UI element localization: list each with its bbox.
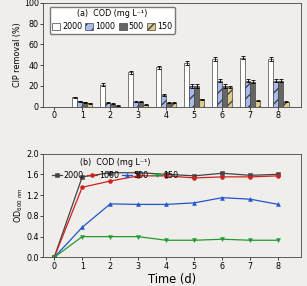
Bar: [255, 100, 261, 107]
500: [136, 203, 140, 206]
150: [80, 235, 84, 238]
2000: [277, 172, 280, 176]
1000: [220, 175, 224, 178]
500: [52, 256, 56, 259]
1000: [192, 176, 196, 180]
Bar: [184, 63, 189, 107]
500: [220, 196, 224, 199]
500: [80, 226, 84, 229]
Legend: 2000, 1000, 500, 150: 2000, 1000, 500, 150: [50, 156, 181, 182]
1000: [249, 175, 252, 178]
Bar: [133, 102, 138, 107]
1000: [165, 174, 168, 178]
Bar: [72, 98, 77, 107]
500: [192, 201, 196, 204]
Bar: [110, 104, 115, 107]
Bar: [189, 86, 194, 107]
Bar: [87, 103, 92, 107]
500: [249, 198, 252, 201]
150: [220, 237, 224, 241]
Y-axis label: OD$_{600\ nm}$: OD$_{600\ nm}$: [12, 188, 25, 223]
Bar: [194, 86, 199, 107]
Bar: [199, 100, 204, 107]
Bar: [217, 81, 222, 107]
Bar: [227, 87, 232, 107]
Line: 1000: 1000: [52, 174, 280, 259]
Bar: [128, 72, 133, 107]
2000: [249, 174, 252, 177]
2000: [165, 172, 168, 176]
Bar: [166, 103, 171, 107]
Y-axis label: CIP removal (%): CIP removal (%): [14, 22, 22, 87]
150: [108, 235, 112, 238]
Bar: [105, 103, 110, 107]
X-axis label: Time (d): Time (d): [148, 273, 196, 286]
1000: [277, 174, 280, 178]
Bar: [156, 67, 161, 107]
150: [192, 239, 196, 242]
150: [249, 239, 252, 242]
2000: [220, 172, 224, 175]
2000: [192, 174, 196, 178]
150: [165, 239, 168, 242]
Bar: [171, 103, 177, 107]
Bar: [240, 58, 245, 107]
2000: [136, 171, 140, 174]
500: [165, 203, 168, 206]
Bar: [161, 95, 166, 107]
Bar: [222, 86, 227, 107]
Line: 500: 500: [52, 196, 280, 259]
1000: [80, 186, 84, 189]
Bar: [115, 106, 120, 107]
150: [52, 256, 56, 259]
Bar: [212, 59, 217, 107]
Bar: [268, 59, 274, 107]
Bar: [100, 85, 105, 107]
500: [108, 202, 112, 206]
1000: [52, 256, 56, 259]
1000: [136, 174, 140, 178]
Bar: [138, 102, 143, 107]
Bar: [143, 105, 148, 107]
2000: [80, 175, 84, 178]
Bar: [274, 81, 278, 107]
Bar: [283, 102, 289, 107]
Bar: [77, 101, 82, 107]
150: [277, 239, 280, 242]
2000: [108, 171, 112, 174]
Bar: [278, 81, 283, 107]
Line: 2000: 2000: [52, 171, 280, 259]
2000: [52, 256, 56, 259]
Bar: [251, 82, 255, 107]
150: [136, 235, 140, 238]
Legend: 2000, 1000, 500, 150: 2000, 1000, 500, 150: [50, 7, 175, 34]
Bar: [245, 81, 251, 107]
500: [277, 203, 280, 206]
Bar: [82, 102, 87, 107]
Line: 150: 150: [52, 235, 280, 259]
1000: [108, 179, 112, 183]
